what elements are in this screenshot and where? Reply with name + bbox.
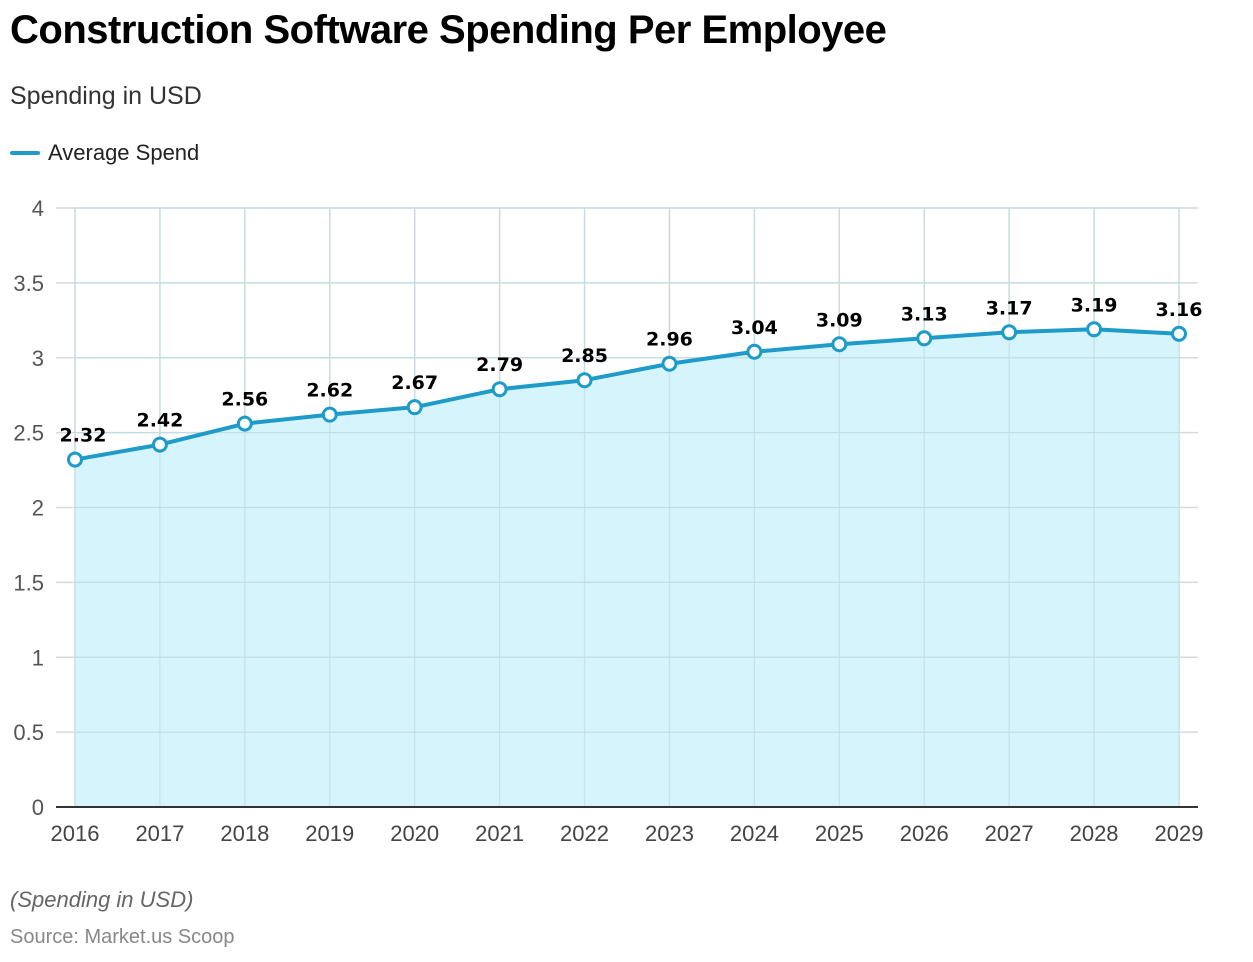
y-tick-label: 2 — [32, 496, 44, 521]
legend-swatch — [10, 151, 40, 155]
data-label: 3.13 — [901, 303, 948, 325]
x-tick-label: 2020 — [390, 821, 439, 846]
x-tick-label: 2028 — [1070, 821, 1119, 846]
data-label: 3.16 — [1156, 299, 1203, 321]
y-tick-label: 1.5 — [13, 570, 44, 595]
y-tick-label: 0.5 — [13, 720, 44, 745]
y-tick-label: 3.5 — [13, 271, 44, 296]
x-tick-label: 2027 — [985, 821, 1034, 846]
chart-title: Construction Software Spending Per Emplo… — [10, 8, 887, 52]
x-tick-label: 2021 — [475, 821, 524, 846]
x-tick-label: 2019 — [305, 821, 354, 846]
data-label: 2.85 — [561, 345, 608, 367]
x-tick-label: 2024 — [730, 821, 779, 846]
data-label: 3.17 — [986, 297, 1033, 319]
y-tick-label: 1 — [32, 645, 44, 670]
data-label: 2.96 — [646, 329, 693, 351]
data-point — [1001, 324, 1018, 341]
data-label: 2.67 — [391, 372, 438, 394]
series-area — [75, 329, 1179, 807]
data-point — [1086, 321, 1103, 338]
data-label: 3.19 — [1071, 294, 1118, 316]
x-tick-label: 2017 — [135, 821, 184, 846]
data-label: 2.42 — [136, 410, 183, 432]
data-point — [916, 330, 933, 347]
chart-note: (Spending in USD) — [10, 887, 194, 912]
source-text: Source: Market.us Scoop — [10, 926, 235, 948]
legend: Average Spend — [10, 140, 199, 166]
data-point — [491, 381, 508, 398]
y-tick-label: 0 — [32, 795, 44, 820]
data-label: 3.04 — [731, 317, 778, 339]
data-point — [1171, 325, 1187, 342]
data-point — [576, 372, 593, 389]
data-label: 2.32 — [60, 425, 107, 447]
data-label: 2.56 — [221, 389, 268, 411]
x-tick-label: 2023 — [645, 821, 694, 846]
data-point — [67, 451, 83, 468]
data-point — [661, 355, 678, 372]
data-point — [236, 415, 253, 432]
x-tick-label: 2029 — [1155, 821, 1204, 846]
data-label: 3.09 — [816, 309, 863, 331]
data-label: 2.79 — [476, 354, 523, 376]
data-point — [746, 343, 763, 360]
chart-subtitle: Spending in USD — [10, 82, 202, 110]
series-line — [74, 327, 1180, 462]
x-tick-label: 2018 — [220, 821, 269, 846]
data-point — [321, 406, 338, 423]
data-point — [151, 436, 168, 453]
x-tick-label: 2016 — [51, 821, 100, 846]
y-tick-label: 4 — [32, 196, 44, 221]
y-tick-label: 2.5 — [13, 421, 44, 446]
x-tick-label: 2022 — [560, 821, 609, 846]
legend-label: Average Spend — [48, 140, 200, 165]
data-label: 2.62 — [306, 380, 353, 402]
x-tick-label: 2026 — [900, 821, 949, 846]
y-tick-label: 3 — [32, 346, 44, 371]
x-tick-label: 2025 — [815, 821, 864, 846]
data-point — [831, 336, 848, 353]
data-point — [406, 399, 423, 416]
